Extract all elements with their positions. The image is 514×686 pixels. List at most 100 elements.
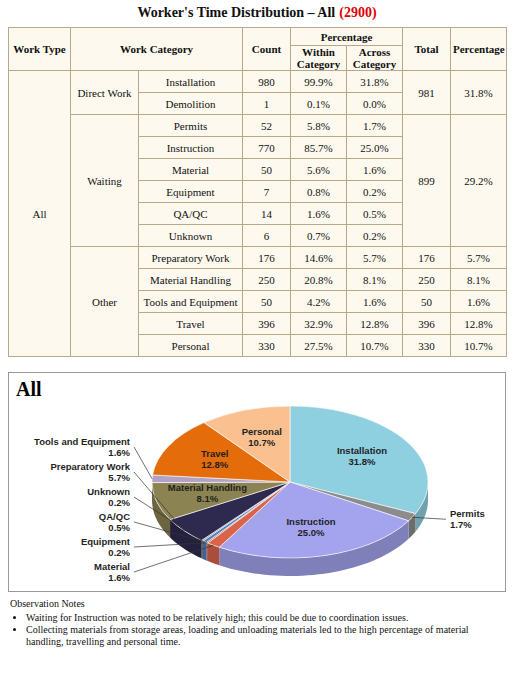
- within-pct: 32.9%: [291, 313, 347, 335]
- across-pct: 0.5%: [347, 203, 403, 225]
- category: Tools and Equipment: [139, 291, 243, 313]
- category: Material: [139, 159, 243, 181]
- leader-line: [134, 447, 152, 479]
- total-pct: 8.1%: [451, 269, 507, 291]
- across-pct: 0.2%: [347, 181, 403, 203]
- data-label: Equipment0.2%: [81, 536, 131, 558]
- across-pct: 10.7%: [347, 335, 403, 357]
- title: Worker's Time Distribution – All(2900): [0, 5, 514, 21]
- across-pct: 1.7%: [347, 115, 403, 137]
- table-row: OtherPreparatory Work17614.6%5.7%1765.7%: [9, 247, 507, 269]
- across-pct: 0.2%: [347, 225, 403, 247]
- total-pct: 31.8%: [451, 71, 507, 115]
- header-cell: Work Category: [71, 28, 243, 71]
- title-count: (2900): [339, 5, 376, 20]
- pie-labels: Installation31.8%Instruction25.0%Materia…: [34, 426, 485, 583]
- header-cell: Total: [403, 28, 451, 71]
- table-head: Work TypeWork CategoryCountPercentageTot…: [9, 28, 507, 71]
- label-value: 0.5%: [108, 522, 130, 533]
- data-label: Personal10.7%: [242, 426, 282, 448]
- notes-title: Observation Notes: [10, 598, 504, 610]
- category: Travel: [139, 313, 243, 335]
- data-label: Unknown0.2%: [87, 486, 130, 508]
- leader-line: [134, 472, 184, 531]
- table-row: WaitingPermits525.8%1.7%89929.2%: [9, 115, 507, 137]
- chart-frame: [9, 373, 506, 592]
- header-cell: Count: [243, 28, 291, 71]
- leader-line: [134, 545, 213, 572]
- page: {"header": {"title": "Worker's Time Dist…: [0, 0, 514, 686]
- within-pct: 27.5%: [291, 335, 347, 357]
- work-type: All: [9, 71, 71, 357]
- count: 1: [243, 93, 291, 115]
- label-value: 25.0%: [298, 527, 325, 538]
- total-pct: 12.8%: [451, 313, 507, 335]
- table-row: Instruction77085.7%25.0%: [9, 137, 507, 159]
- data-label: Installation31.8%: [337, 445, 387, 467]
- note-item: Collecting materials from storage areas,…: [26, 624, 504, 648]
- category: Instruction: [139, 137, 243, 159]
- across-pct: 0.0%: [347, 93, 403, 115]
- slice-side: [203, 541, 206, 560]
- chart-title: All: [16, 378, 42, 400]
- count: 250: [243, 269, 291, 291]
- total-pct: 29.2%: [451, 115, 507, 247]
- header-cell: Percentage: [451, 28, 507, 71]
- count: 6: [243, 225, 291, 247]
- column: [9, 28, 71, 357]
- total: 899: [403, 115, 451, 247]
- across-pct: 8.1%: [347, 269, 403, 291]
- within-pct: 14.6%: [291, 247, 347, 269]
- total-pct: 5.7%: [451, 247, 507, 269]
- total-pct: 10.7%: [451, 335, 507, 357]
- across-pct: 12.8%: [347, 313, 403, 335]
- pie-marks: [152, 406, 428, 576]
- category: Personal: [139, 335, 243, 357]
- label-value: 1.6%: [108, 572, 130, 583]
- total: 250: [403, 269, 451, 291]
- table-body: AllDirect WorkInstallation98099.9%31.8%9…: [9, 71, 507, 357]
- data-label: Material Handling8.1%: [168, 482, 247, 504]
- label-name: QA/QC: [99, 511, 130, 522]
- count: 980: [243, 71, 291, 93]
- category: Demolition: [139, 93, 243, 115]
- table-row: Travel39632.9%12.8%39612.8%: [9, 313, 507, 335]
- leader-line: [134, 543, 207, 547]
- header-cell: Percentage: [291, 28, 403, 46]
- label-name: Unknown: [87, 486, 130, 497]
- header-row: Work TypeWork CategoryCountPercentageTot…: [9, 28, 507, 46]
- across-pct: 25.0%: [347, 137, 403, 159]
- count: 330: [243, 335, 291, 357]
- label-name: Preparatory Work: [50, 461, 130, 472]
- total: 50: [403, 291, 451, 313]
- label-value: 0.2%: [108, 547, 130, 558]
- across-pct: 31.8%: [347, 71, 403, 93]
- work-group: Waiting: [71, 115, 139, 247]
- header-cell: Work Type: [9, 28, 71, 71]
- within-pct: 99.9%: [291, 71, 347, 93]
- label-name: Tools and Equipment: [34, 436, 131, 447]
- data-table: Work TypeWork CategoryCountPercentageTot…: [8, 27, 507, 357]
- leader-line: [134, 497, 202, 541]
- data-label: Travel12.8%: [201, 448, 229, 470]
- work-group: Direct Work: [71, 71, 139, 115]
- label-value: 5.7%: [108, 472, 130, 483]
- category: Preparatory Work: [139, 247, 243, 269]
- table-row: AllDirect WorkInstallation98099.9%31.8%9…: [9, 71, 507, 93]
- notes: Observation NotesWaiting for Instruction…: [10, 598, 504, 648]
- count: 14: [243, 203, 291, 225]
- data-label: Material1.6%: [94, 561, 130, 583]
- table-row: Material Handling25020.8%8.1%2508.1%: [9, 269, 507, 291]
- across-pct: 1.6%: [347, 291, 403, 313]
- count: 770: [243, 137, 291, 159]
- label-name: Permits: [450, 508, 485, 519]
- data-label: QA/QC0.5%: [99, 511, 131, 533]
- within-pct: 5.6%: [291, 159, 347, 181]
- count: 176: [243, 247, 291, 269]
- within-pct: 4.2%: [291, 291, 347, 313]
- within-pct: 0.8%: [291, 181, 347, 203]
- count: 7: [243, 181, 291, 203]
- category: Installation: [139, 71, 243, 93]
- label-name: Material Handling: [168, 482, 247, 493]
- label-value: 8.1%: [197, 493, 219, 504]
